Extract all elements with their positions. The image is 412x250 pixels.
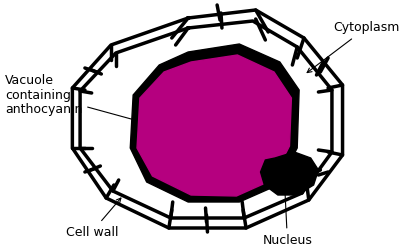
Text: Nucleus: Nucleus [262,189,312,246]
Polygon shape [80,21,332,218]
Polygon shape [137,55,291,196]
Text: Cytoplasm: Cytoplasm [307,22,399,72]
Polygon shape [260,152,318,195]
Polygon shape [130,44,299,202]
Text: Vacuole
containing
anthocyanin: Vacuole containing anthocyanin [5,74,160,128]
Text: Cell wall: Cell wall [66,198,121,238]
